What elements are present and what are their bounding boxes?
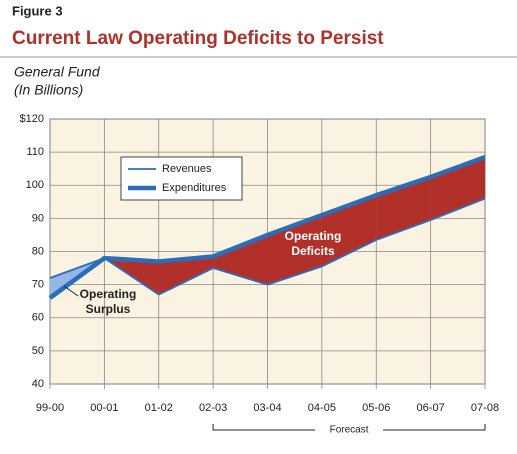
y-tick-label: 50 xyxy=(32,345,44,357)
legend-label: Revenues xyxy=(162,163,212,175)
y-tick-label: 100 xyxy=(26,179,44,191)
annotation: Operating xyxy=(285,229,342,243)
y-tick-label: $120 xyxy=(20,113,44,125)
figure-label: Figure 3 xyxy=(12,3,63,18)
series-line xyxy=(48,154,486,300)
x-tick-label: 01-02 xyxy=(145,402,173,414)
y-tick-label: 40 xyxy=(32,378,44,390)
x-tick-label: 06-07 xyxy=(417,402,445,414)
subtitle: General Fund xyxy=(14,64,101,80)
surplus-pointer xyxy=(63,285,79,297)
y-tick-label: 70 xyxy=(32,279,44,291)
y-tick-label: 90 xyxy=(32,212,44,224)
x-tick-label: 03-04 xyxy=(253,402,281,414)
x-tick-label: 00-01 xyxy=(90,402,118,414)
deficit-area xyxy=(321,195,377,267)
x-tick-label: 05-06 xyxy=(362,402,390,414)
y-tick-label: 80 xyxy=(32,245,44,257)
y-tick-label: 110 xyxy=(26,146,44,158)
annotation: Deficits xyxy=(291,244,335,258)
subtitle: (In Billions) xyxy=(14,82,83,98)
legend-label: Expenditures xyxy=(162,182,227,194)
legend-box xyxy=(120,156,243,201)
deficit-area xyxy=(267,215,322,285)
forecast-label: Forecast xyxy=(330,425,369,436)
y-tick-label: 60 xyxy=(32,312,44,324)
x-tick-label: 02-03 xyxy=(199,402,227,414)
deficit-area xyxy=(158,256,214,295)
forecast-bracket xyxy=(212,424,486,431)
annotation: Operating xyxy=(80,287,137,301)
x-tick-label: 07-08 xyxy=(471,402,499,414)
chart-title: Current Law Operating Deficits to Persis… xyxy=(12,28,384,49)
x-tick-label: 04-05 xyxy=(308,402,336,414)
x-tick-label: 99-00 xyxy=(36,402,64,414)
series-line xyxy=(49,197,486,296)
annotation: Surplus xyxy=(86,302,131,316)
